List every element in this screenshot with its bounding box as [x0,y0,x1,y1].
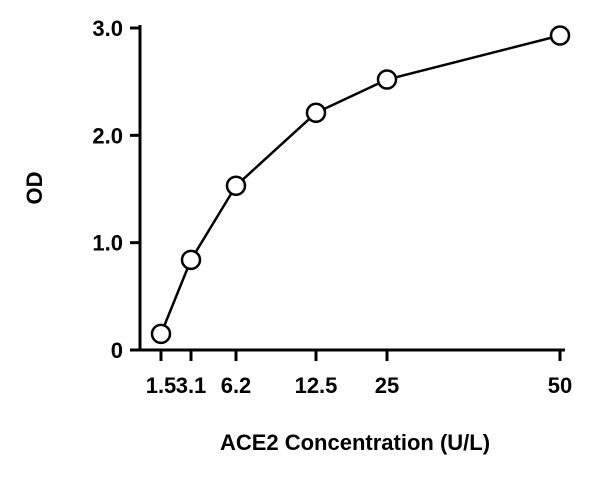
data-point [225,175,247,197]
x-tick-label: 1.5 [146,373,177,398]
y-tick-label: 2.0 [92,123,123,148]
x-tick-label: 6.2 [221,373,252,398]
y-axis-title: OD [22,172,47,205]
x-tick-label: 25 [375,373,399,398]
data-point [376,69,398,90]
x-axis-title: ACE2 Concentration (U/L) [220,430,490,455]
data-point [549,25,571,46]
data-point [180,249,202,271]
x-tick-label: 12.5 [295,373,338,398]
series-line [159,34,561,335]
tick-labels: 0 1.0 2.0 3.0 1.5 3.1 6.2 12.5 25 50 [92,16,572,398]
data-point [150,323,172,345]
series-layer [150,25,571,345]
x-tick-label: 3.1 [176,373,207,398]
x-tick-label: 50 [548,373,572,398]
y-tick-label: 0 [111,338,123,363]
data-point [305,102,327,124]
y-tick-label: 1.0 [92,231,123,256]
y-tick-label: 3.0 [92,16,123,41]
axes [130,25,565,361]
